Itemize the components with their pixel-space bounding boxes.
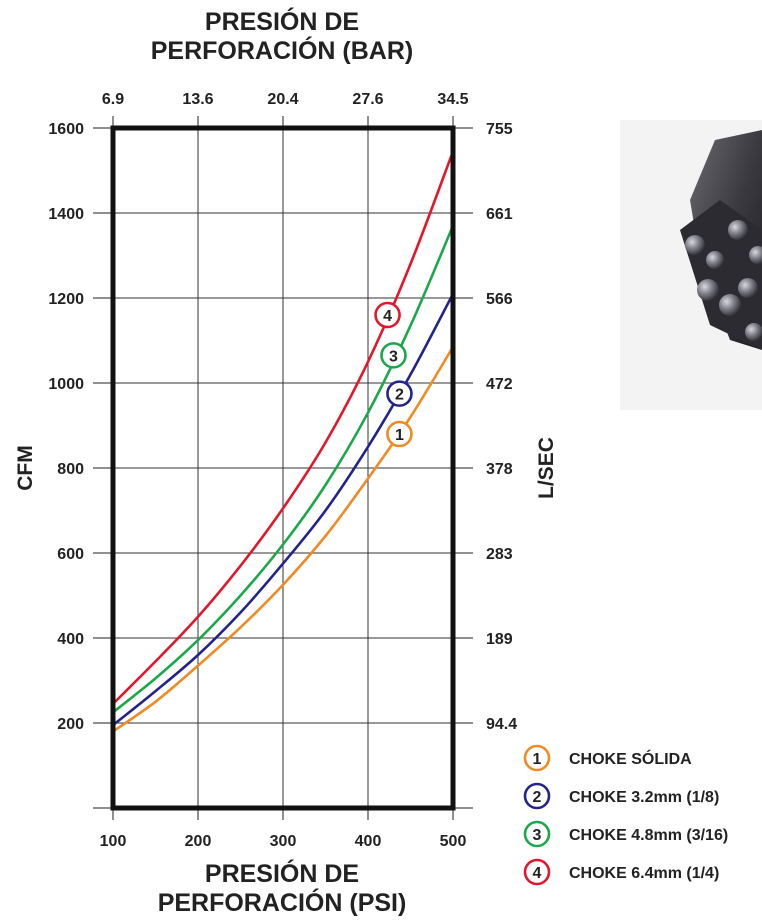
curve-marker-2-circle: [386, 380, 413, 407]
curve-marker-1-circle: [386, 420, 413, 448]
x-tick-label-top: 20.4: [267, 91, 298, 108]
y-tick-label-left: 200: [57, 716, 84, 733]
tick-labels: 200400600800100012001400160094.418928337…: [48, 91, 517, 850]
plot-frame: [110, 125, 456, 811]
legend-marker-number-2: 2: [533, 789, 542, 806]
y-tick-label-left: 400: [57, 631, 84, 648]
legend-marker-2: [523, 782, 551, 810]
y-tick-label-left: 1600: [48, 121, 84, 138]
legend-label-2: CHOKE 3.2mm (1/8): [569, 789, 719, 806]
y-tick-label-right: 94.4: [486, 716, 517, 733]
y-tick-label-left: 1400: [48, 206, 84, 223]
curve-marker-3-number: 3: [389, 348, 398, 365]
legend: 1 CHOKE SÓLIDA 2 CHOKE 3.2mm (1/8) 3 CHOKE 4.…: [523, 744, 728, 886]
y-tick-label-right: 661: [486, 206, 513, 223]
curve-marker-3-circle: [380, 342, 407, 369]
x-tick-label-top: 13.6: [182, 91, 213, 108]
curve-marker-1-number: 1: [395, 427, 404, 444]
plot-border: [110, 125, 456, 811]
top-axis-title-line2: PERFORACIÓN (BAR): [150, 37, 414, 65]
x-tick-label-top: 34.5: [437, 91, 468, 108]
curve-markers: 1 2 3 4: [374, 301, 413, 448]
curve-marker-4-circle: [374, 301, 401, 329]
legend-marker-number-3: 3: [533, 827, 542, 844]
y-tick-label-right: 755: [486, 121, 513, 138]
grid: [93, 116, 473, 820]
y-tick-label-right: 283: [486, 546, 513, 563]
x-tick-label-top: 27.6: [352, 91, 383, 108]
bottom-axis-title-line2: PERFORACIÓN (PSI): [157, 889, 407, 917]
curve-marker-2-number: 2: [395, 387, 404, 404]
legend-label-1: CHOKE SÓLIDA: [569, 749, 692, 768]
y-tick-label-left: 800: [57, 461, 84, 478]
legend-marker-3: [523, 820, 551, 848]
x-tick-label-bottom: 100: [100, 833, 127, 850]
drill-bit-image: [620, 120, 762, 410]
y-tick-label-right: 472: [486, 376, 513, 393]
top-axis-title: PRESIÓN DE PERFORACIÓN (BAR): [132, 8, 432, 66]
x-tick-label-bottom: 300: [270, 833, 297, 850]
legend-marker-number-1: 1: [533, 751, 542, 768]
bottom-axis-title: PRESIÓN DE PERFORACIÓN (PSI): [132, 860, 432, 918]
bottom-axis-title-line1: PRESIÓN DE: [204, 860, 360, 888]
x-tick-label-bottom: 200: [185, 833, 212, 850]
legend-label-4: CHOKE 6.4mm (1/4): [569, 865, 719, 882]
legend-marker-1: [523, 744, 551, 772]
legend-label-3: CHOKE 4.8mm (3/16): [569, 827, 728, 844]
y-tick-label-left: 600: [57, 546, 84, 563]
legend-marker-4: [523, 858, 551, 886]
series-line-3: [112, 225, 455, 714]
x-tick-label-bottom: 400: [355, 833, 382, 850]
x-tick-label-bottom: 500: [440, 833, 467, 850]
y-tick-label-right: 378: [486, 461, 513, 478]
y-tick-label-right: 189: [486, 631, 513, 648]
y-tick-label-right: 566: [486, 291, 513, 308]
legend-marker-number-4: 4: [533, 865, 542, 882]
y-tick-label-left: 1000: [48, 376, 84, 393]
curve-marker-4-number: 4: [383, 308, 392, 325]
y-tick-label-left: 1200: [48, 291, 84, 308]
top-axis-title-line1: PRESIÓN DE: [204, 8, 360, 36]
series-line-4: [112, 150, 455, 705]
y-axis-label-right: L/SEC: [535, 437, 558, 499]
y-axis-label-left: CFM: [14, 445, 37, 491]
x-tick-label-top: 6.9: [102, 91, 124, 108]
